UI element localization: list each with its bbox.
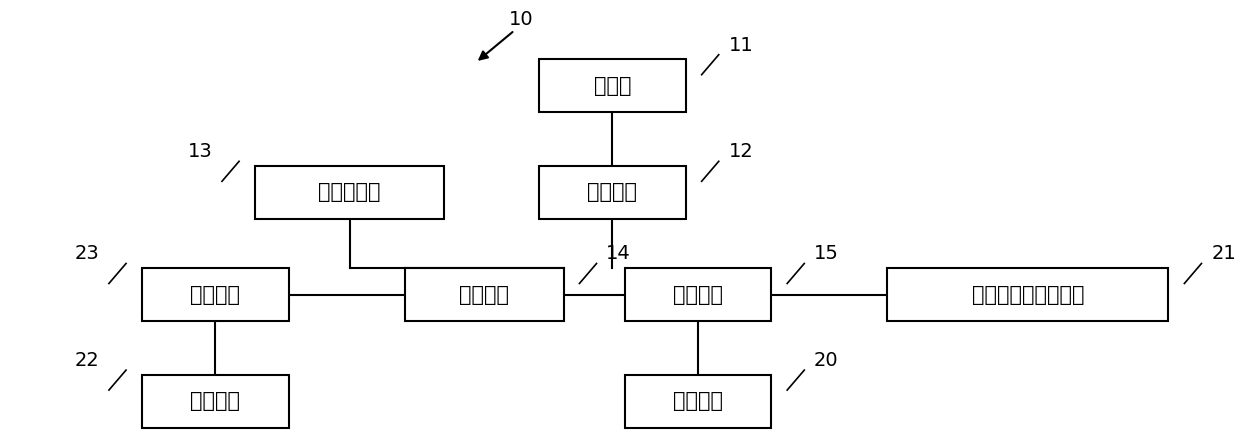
FancyBboxPatch shape [539, 59, 686, 113]
FancyBboxPatch shape [141, 375, 289, 428]
Text: 21: 21 [1211, 245, 1236, 263]
Text: 14: 14 [606, 245, 631, 263]
FancyBboxPatch shape [141, 268, 289, 321]
Text: 12: 12 [729, 142, 753, 161]
Text: 15: 15 [815, 245, 839, 263]
FancyBboxPatch shape [539, 166, 686, 219]
Text: 20: 20 [815, 351, 838, 370]
Text: 传感器阵列: 传感器阵列 [319, 182, 381, 202]
FancyBboxPatch shape [625, 268, 771, 321]
Text: 22: 22 [74, 351, 99, 370]
Text: 13: 13 [187, 142, 212, 161]
Text: 减速带: 减速带 [594, 76, 631, 96]
Text: 抓拍模块: 抓拍模块 [673, 391, 723, 411]
Text: 23: 23 [74, 245, 99, 263]
Text: 控制装置: 控制装置 [673, 285, 723, 304]
Text: 10: 10 [508, 10, 533, 29]
FancyBboxPatch shape [255, 166, 444, 219]
FancyBboxPatch shape [404, 268, 563, 321]
FancyBboxPatch shape [888, 268, 1168, 321]
Text: 供电系统: 供电系统 [190, 285, 241, 304]
FancyBboxPatch shape [625, 375, 771, 428]
Text: 测速装置: 测速装置 [459, 285, 510, 304]
Text: 11: 11 [729, 36, 753, 55]
Text: 升降机构: 升降机构 [588, 182, 637, 202]
Text: 数据传输与储存模块: 数据传输与储存模块 [972, 285, 1084, 304]
Text: 显示模块: 显示模块 [190, 391, 241, 411]
